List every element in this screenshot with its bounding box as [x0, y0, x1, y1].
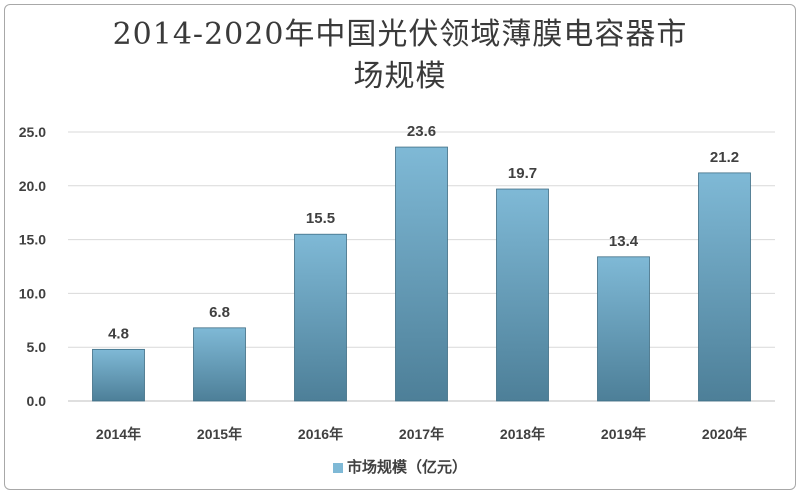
chart-title: 2014-2020年中国光伏领域薄膜电容器市 场规模 [0, 14, 800, 98]
bars [92, 146, 751, 402]
bar [597, 256, 650, 402]
data-label: 19.7 [508, 165, 537, 182]
bar [294, 233, 347, 402]
y-tick-label: 25.0 [19, 124, 46, 140]
bar [395, 146, 448, 402]
x-tick-label: 2015年 [197, 426, 242, 442]
bar [92, 348, 145, 402]
y-tick-label: 5.0 [27, 339, 47, 355]
x-tick-label: 2020年 [702, 426, 747, 442]
chart-title-line-1: 2014-2020年中国光伏领域薄膜电容器市 [112, 17, 688, 52]
legend-label: 市场规模（亿元） [346, 458, 467, 476]
y-tick-label: 10.0 [19, 285, 46, 301]
data-label: 21.2 [710, 149, 739, 166]
x-tick-label: 2016年 [298, 426, 343, 442]
data-label: 6.8 [209, 304, 230, 321]
data-label: 15.5 [306, 210, 335, 227]
y-axis-ticks: 0.0 5.0 10.0 15.0 20.0 25.0 [19, 124, 46, 409]
x-tick-label: 2014年 [96, 426, 141, 442]
legend-swatch [332, 463, 343, 473]
bar [698, 172, 751, 402]
bar [193, 327, 246, 402]
x-tick-label: 2019年 [601, 426, 646, 442]
y-tick-label: 0.0 [27, 393, 47, 409]
y-tick-label: 20.0 [19, 178, 46, 194]
legend: 市场规模（亿元） [0, 456, 800, 477]
data-label: 13.4 [609, 233, 639, 250]
data-label: 4.8 [108, 325, 129, 342]
y-tick-label: 15.0 [19, 232, 46, 248]
data-labels: 4.8 6.8 15.5 23.6 19.7 13.4 21.2 [108, 123, 739, 342]
x-tick-label: 2017年 [399, 426, 444, 442]
x-tick-label: 2018年 [500, 426, 545, 442]
chart-title-line-2: 场规模 [353, 59, 447, 94]
data-label: 23.6 [407, 123, 436, 140]
x-axis-ticks: 2014年 2015年 2016年 2017年 2018年 2019年 2020年 [96, 426, 747, 442]
bar [496, 188, 549, 402]
